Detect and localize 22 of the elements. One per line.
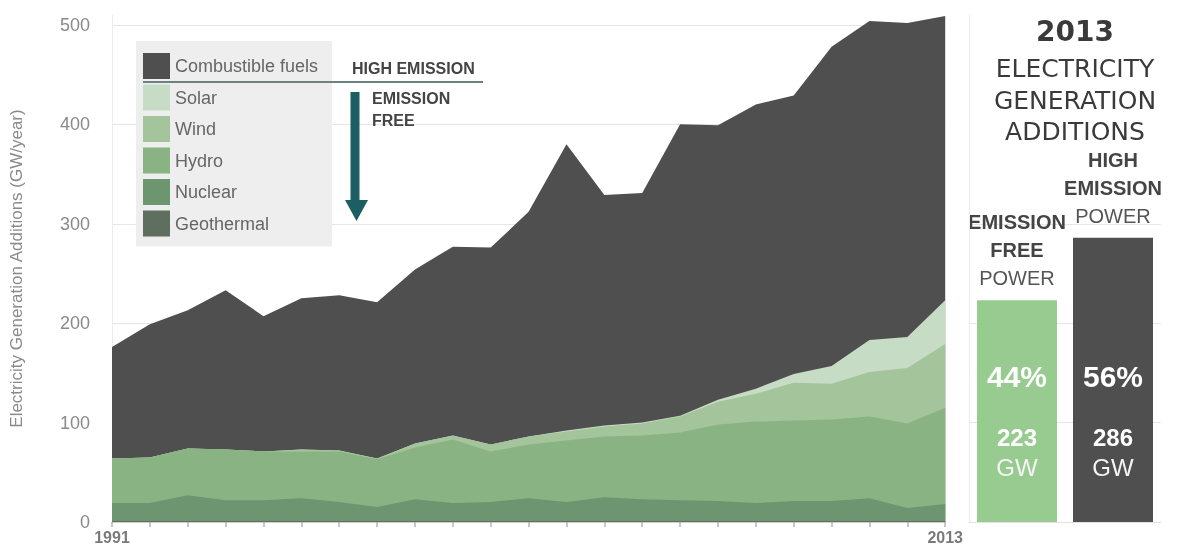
y-axis-title: Electricity Generation Additions (GW/year) bbox=[7, 109, 26, 428]
chart-title: 2013 bbox=[1036, 14, 1114, 48]
x-tick-label: HIGH EMISSION POWER bbox=[1064, 148, 1162, 227]
legend-label: Nuclear bbox=[175, 182, 238, 202]
x-tick-label: EMISSION FREE POWER bbox=[968, 211, 1066, 290]
data-label: 56% 286 GW bbox=[1082, 359, 1144, 481]
y-tick-label: 400 bbox=[59, 114, 90, 135]
data-label: 44% 223 GW bbox=[986, 359, 1048, 481]
text: ELECTRICITY GENERATION ADDITIONS bbox=[993, 54, 1157, 147]
legend-label: Solar bbox=[175, 87, 218, 108]
y-tick-label: 200 bbox=[59, 313, 90, 334]
y-tick-label: 500 bbox=[59, 14, 90, 35]
annotation: HIGH EMISSION bbox=[352, 59, 475, 77]
legend-label: Wind bbox=[175, 119, 217, 139]
annotation: EMISSION FREE bbox=[372, 89, 455, 129]
y-tick-label: 300 bbox=[59, 213, 90, 234]
legend-label: Geothermal bbox=[175, 213, 270, 234]
legend-label: Combustible fuels bbox=[175, 56, 319, 76]
y-tick-label: 100 bbox=[59, 412, 90, 433]
legend-label: Hydro bbox=[175, 150, 224, 171]
y-tick-label: 0 bbox=[79, 512, 90, 532]
x-tick-label: 1991 bbox=[94, 528, 130, 546]
